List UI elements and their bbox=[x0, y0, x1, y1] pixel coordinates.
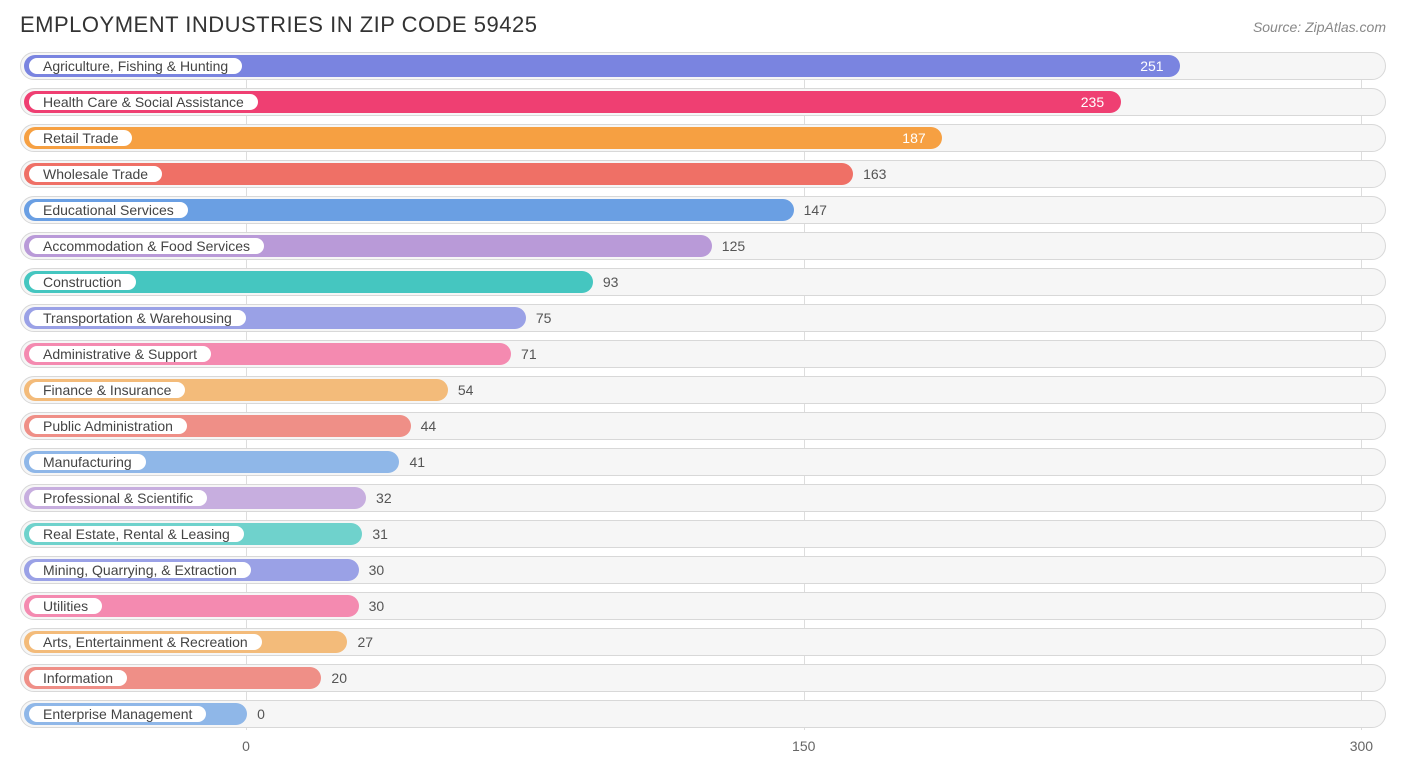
axis-tick: 300 bbox=[1350, 738, 1373, 754]
category-pill: Utilities bbox=[28, 597, 103, 615]
category-pill: Construction bbox=[28, 273, 137, 291]
value-label: 32 bbox=[376, 485, 392, 511]
bar-row: Manufacturing 41 bbox=[20, 448, 1386, 476]
value-label: 147 bbox=[804, 197, 827, 223]
value-label: 0 bbox=[257, 701, 265, 727]
category-pill: Real Estate, Rental & Leasing bbox=[28, 525, 245, 543]
value-label: 20 bbox=[331, 665, 347, 691]
category-pill: Enterprise Management bbox=[28, 705, 207, 723]
category-pill: Public Administration bbox=[28, 417, 188, 435]
bar-row: Retail Trade 187 bbox=[20, 124, 1386, 152]
axis-tick: 150 bbox=[792, 738, 815, 754]
bar-row: Administrative & Support 71 bbox=[20, 340, 1386, 368]
bar-row: Professional & Scientific 32 bbox=[20, 484, 1386, 512]
axis-tick: 0 bbox=[242, 738, 250, 754]
value-label: 44 bbox=[421, 413, 437, 439]
chart-title: EMPLOYMENT INDUSTRIES IN ZIP CODE 59425 bbox=[20, 12, 538, 38]
chart-source: Source: ZipAtlas.com bbox=[1253, 19, 1386, 35]
category-pill: Mining, Quarrying, & Extraction bbox=[28, 561, 252, 579]
bar-row: Agriculture, Fishing & Hunting 251 bbox=[20, 52, 1386, 80]
category-pill: Finance & Insurance bbox=[28, 381, 186, 399]
value-label: 30 bbox=[369, 557, 385, 583]
category-pill: Wholesale Trade bbox=[28, 165, 163, 183]
value-label: 235 bbox=[1081, 89, 1104, 115]
bar-row: Health Care & Social Assistance 235 bbox=[20, 88, 1386, 116]
value-label: 75 bbox=[536, 305, 552, 331]
bar bbox=[24, 127, 942, 149]
bar-row: Accommodation & Food Services 125 bbox=[20, 232, 1386, 260]
value-label: 31 bbox=[372, 521, 388, 547]
value-label: 125 bbox=[722, 233, 745, 259]
category-pill: Arts, Entertainment & Recreation bbox=[28, 633, 263, 651]
value-label: 93 bbox=[603, 269, 619, 295]
chart-area: Agriculture, Fishing & Hunting 251 Health … bbox=[20, 52, 1386, 760]
bar-row: Wholesale Trade 163 bbox=[20, 160, 1386, 188]
bar-row: Transportation & Warehousing 75 bbox=[20, 304, 1386, 332]
bar-row: Enterprise Management 0 bbox=[20, 700, 1386, 728]
bar-row: Finance & Insurance 54 bbox=[20, 376, 1386, 404]
bar-row: Mining, Quarrying, & Extraction 30 bbox=[20, 556, 1386, 584]
bar-row: Educational Services 147 bbox=[20, 196, 1386, 224]
source-name: ZipAtlas.com bbox=[1305, 19, 1386, 35]
value-label: 71 bbox=[521, 341, 537, 367]
category-pill: Information bbox=[28, 669, 128, 687]
value-label: 27 bbox=[357, 629, 373, 655]
category-pill: Retail Trade bbox=[28, 129, 133, 147]
value-label: 54 bbox=[458, 377, 474, 403]
value-label: 251 bbox=[1140, 53, 1163, 79]
bar-row: Public Administration 44 bbox=[20, 412, 1386, 440]
value-label: 163 bbox=[863, 161, 886, 187]
bar-row: Arts, Entertainment & Recreation 27 bbox=[20, 628, 1386, 656]
category-pill: Agriculture, Fishing & Hunting bbox=[28, 57, 243, 75]
bar-row: Information 20 bbox=[20, 664, 1386, 692]
category-pill: Educational Services bbox=[28, 201, 189, 219]
bar-row: Construction 93 bbox=[20, 268, 1386, 296]
category-pill: Accommodation & Food Services bbox=[28, 237, 265, 255]
source-prefix: Source: bbox=[1253, 19, 1305, 35]
category-pill: Transportation & Warehousing bbox=[28, 309, 247, 327]
category-pill: Professional & Scientific bbox=[28, 489, 208, 507]
value-label: 187 bbox=[902, 125, 925, 151]
bar-row: Real Estate, Rental & Leasing 31 bbox=[20, 520, 1386, 548]
value-label: 30 bbox=[369, 593, 385, 619]
category-pill: Administrative & Support bbox=[28, 345, 212, 363]
bar-row: Utilities 30 bbox=[20, 592, 1386, 620]
category-pill: Manufacturing bbox=[28, 453, 147, 471]
value-label: 41 bbox=[409, 449, 425, 475]
x-axis: 0 150 300 bbox=[20, 736, 1386, 760]
chart-header: EMPLOYMENT INDUSTRIES IN ZIP CODE 59425 … bbox=[20, 12, 1386, 38]
category-pill: Health Care & Social Assistance bbox=[28, 93, 259, 111]
